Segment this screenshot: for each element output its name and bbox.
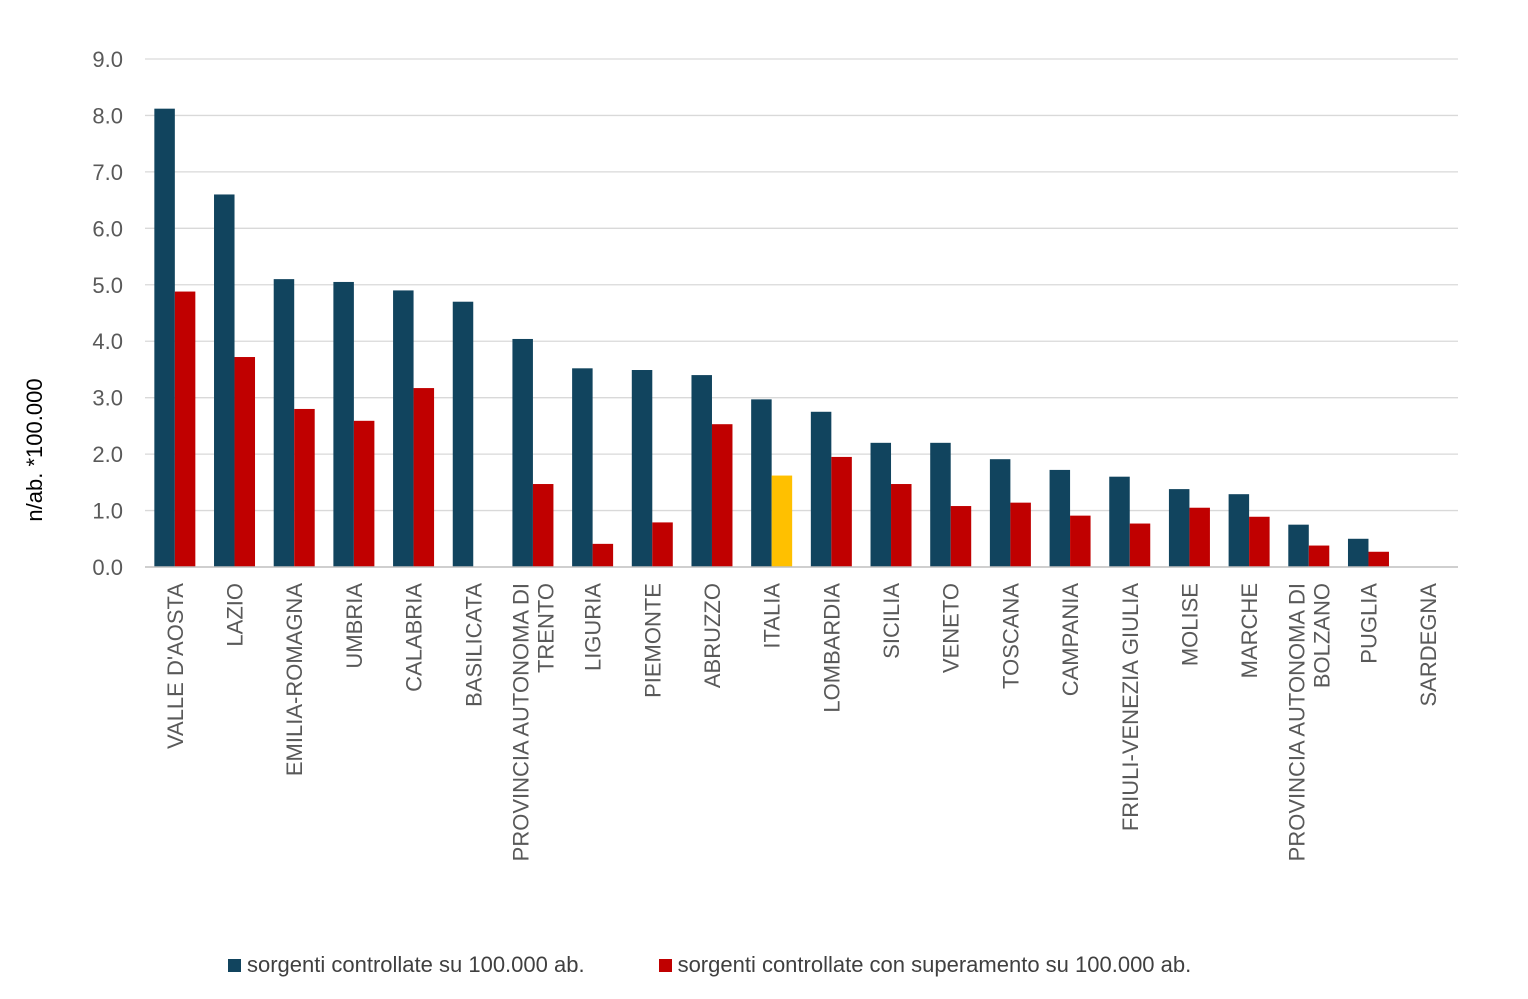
legend: sorgenti controllate su 100.000 ab. sorg… bbox=[228, 952, 1191, 978]
bar-series-1 bbox=[691, 375, 712, 567]
bar-series-2 bbox=[592, 543, 614, 567]
x-tick-label: SARDEGNA bbox=[1416, 583, 1441, 707]
bar-series-1 bbox=[989, 459, 1011, 567]
bar-series-2 bbox=[1249, 516, 1270, 567]
bars bbox=[154, 108, 1389, 567]
x-tick-label: LOMBARDIA bbox=[819, 583, 844, 713]
legend-swatch-series-2 bbox=[658, 958, 672, 972]
bar-series-2 bbox=[1129, 523, 1151, 567]
x-tick-label: CALABRIA bbox=[402, 583, 427, 692]
bar-series-1 bbox=[333, 281, 354, 567]
bar-series-1 bbox=[1288, 524, 1309, 567]
y-tick-label: 6.0 bbox=[92, 216, 123, 241]
bar-series-2 bbox=[771, 475, 793, 567]
bar-series-1 bbox=[273, 279, 295, 567]
x-tick-label: BOLZANO bbox=[1309, 583, 1334, 688]
x-tick-label: LAZIO bbox=[223, 583, 248, 647]
y-tick-label: 9.0 bbox=[92, 47, 123, 72]
legend-label-series-2: sorgenti controllate con superamento su … bbox=[677, 952, 1192, 977]
y-tick-label: 5.0 bbox=[92, 273, 123, 298]
x-tick-label: UMBRIA bbox=[342, 583, 367, 669]
bar-series-1 bbox=[154, 108, 175, 567]
x-tick-label: ABRUZZO bbox=[700, 583, 725, 688]
x-tick-label: LIGURIA bbox=[581, 583, 606, 671]
bar-series-2 bbox=[294, 408, 315, 567]
x-tick-label: TOSCANA bbox=[998, 583, 1023, 689]
bar-series-2 bbox=[652, 522, 673, 567]
bar-series-2 bbox=[413, 388, 435, 567]
bar-series-1 bbox=[1049, 469, 1071, 567]
y-tick-label: 4.0 bbox=[92, 329, 123, 354]
x-axis-labels: VALLE D'AOSTA LAZIO EMILIA-ROMAGNA UMBRIA CA… bbox=[163, 583, 1441, 862]
bar-series-1 bbox=[1228, 494, 1250, 567]
legend-swatch-series-1 bbox=[228, 958, 241, 972]
bar-series-1 bbox=[1347, 538, 1369, 567]
x-tick-label: PROVINCIA AUTONOMA DI bbox=[1284, 583, 1309, 861]
x-tick-label: PROVINCIA AUTONOMA DI bbox=[508, 583, 533, 861]
y-tick-label: 1.0 bbox=[92, 499, 123, 524]
bar-series-1 bbox=[870, 442, 892, 567]
bar-series-2 bbox=[174, 291, 196, 567]
legend-item-series-2: sorgenti controllate con superamento su … bbox=[658, 952, 1192, 978]
bar-series-1 bbox=[631, 370, 653, 567]
x-tick-label: ITALIA bbox=[760, 583, 785, 649]
x-tick-label: PUGLIA bbox=[1356, 583, 1381, 664]
y-axis-title: n/ab. *100.000 bbox=[22, 378, 47, 521]
bar-series-2 bbox=[234, 357, 256, 567]
bar-series-2 bbox=[831, 456, 852, 567]
bar-series-1 bbox=[452, 301, 474, 567]
y-tick-label: 8.0 bbox=[92, 103, 123, 128]
bar-series-2 bbox=[1368, 551, 1389, 567]
bar-series-1 bbox=[393, 290, 414, 567]
bar-series-2 bbox=[1308, 545, 1330, 567]
bar-series-2 bbox=[950, 506, 972, 567]
y-tick-label: 3.0 bbox=[92, 386, 123, 411]
bar-series-1 bbox=[810, 411, 832, 567]
x-tick-label: SICILIA bbox=[879, 583, 904, 659]
bar-series-1 bbox=[572, 368, 593, 567]
bar-series-1 bbox=[751, 399, 772, 567]
x-tick-label: BASILICATA bbox=[461, 583, 486, 707]
bar-series-1 bbox=[512, 338, 533, 567]
x-tick-label: MOLISE bbox=[1177, 583, 1202, 666]
legend-label-series-1: sorgenti controllate su 100.000 ab. bbox=[247, 952, 585, 977]
x-tick-label: EMILIA-ROMAGNA bbox=[282, 583, 307, 776]
y-axis-ticks: 0.0 1.0 2.0 3.0 4.0 5.0 6.0 7.0 8.0 9.0 bbox=[92, 47, 123, 580]
bar-series-1 bbox=[1109, 476, 1130, 567]
x-tick-label: MARCHE bbox=[1237, 583, 1262, 678]
bar-series-2 bbox=[891, 484, 912, 567]
x-tick-label: VALLE D'AOSTA bbox=[163, 583, 188, 749]
bar-series-1 bbox=[214, 194, 235, 567]
x-tick-label: TRENTO bbox=[533, 583, 558, 673]
bar-series-1 bbox=[930, 442, 951, 567]
y-tick-label: 2.0 bbox=[92, 442, 123, 467]
bar-series-2 bbox=[353, 420, 375, 567]
bar-series-1 bbox=[1168, 489, 1190, 567]
legend-item-series-1: sorgenti controllate su 100.000 ab. bbox=[228, 952, 585, 978]
bar-series-2 bbox=[532, 484, 554, 567]
bar-series-2 bbox=[1189, 507, 1210, 567]
x-tick-label: CAMPANIA bbox=[1058, 583, 1083, 697]
bar-series-2 bbox=[1070, 515, 1091, 567]
bar-series-2 bbox=[711, 424, 733, 567]
bar-series-2 bbox=[1010, 502, 1031, 567]
y-tick-label: 0.0 bbox=[92, 555, 123, 580]
x-tick-label: VENETO bbox=[939, 583, 964, 673]
y-tick-label: 7.0 bbox=[92, 160, 123, 185]
x-tick-label: PIEMONTE bbox=[640, 583, 665, 698]
x-tick-label: FRIULI-VENEZIA GIULIA bbox=[1118, 583, 1143, 831]
